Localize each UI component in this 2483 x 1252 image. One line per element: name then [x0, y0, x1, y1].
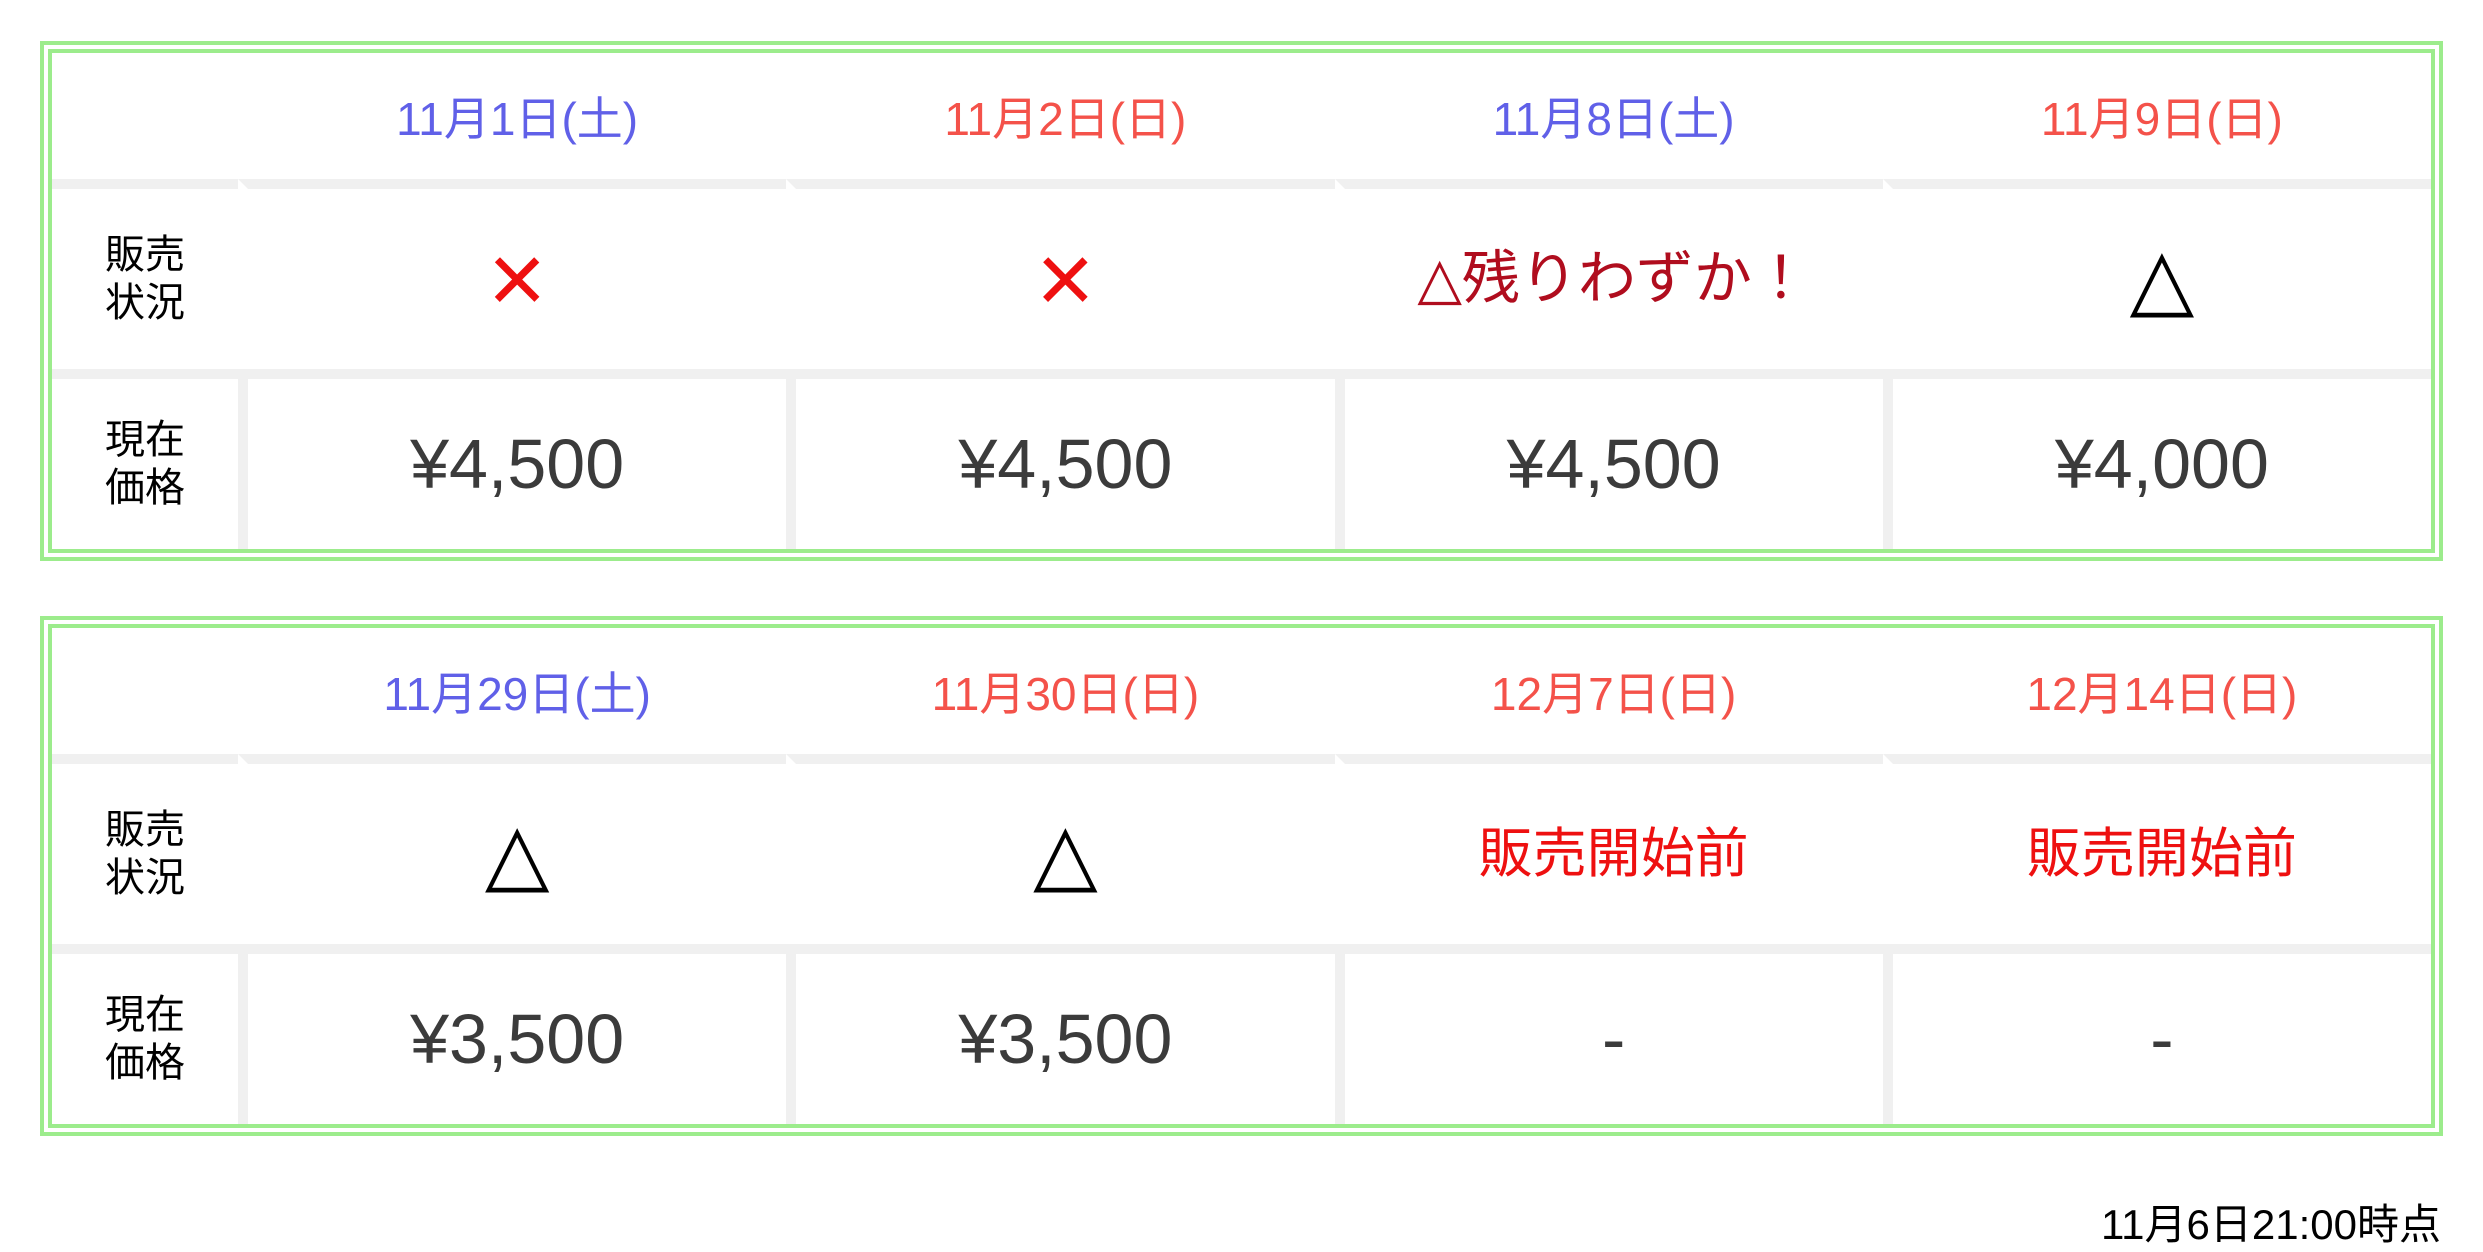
row-label-line: 現在	[105, 418, 185, 462]
row-label-line: 価格	[105, 1041, 185, 1085]
as-of-timestamp: 11月6日21:00時点	[2100, 1201, 2441, 1248]
date-header: 11月2日(日)	[786, 53, 1335, 179]
status-cell-pre-sale: 販売開始前	[1334, 754, 1883, 944]
row-label-price: 現在 価格	[52, 369, 238, 549]
status-cell-available: △	[786, 754, 1335, 944]
status-cell-available: △	[1882, 179, 2431, 369]
current-price-row: 現在 価格 ¥4,500 ¥4,500 ¥4,500 ¥4,000	[52, 369, 2431, 549]
row-label-status: 販売 状況	[52, 754, 238, 944]
price-cell: ¥3,500	[786, 944, 1335, 1124]
price-cell: -	[1882, 944, 2431, 1124]
sales-table-1: 11月1日(土) 11月2日(日) 11月8日(土) 11月9日(日) 販売 状…	[40, 41, 2443, 561]
row-label-line: 価格	[105, 466, 185, 510]
date-header: 12月7日(日)	[1334, 628, 1883, 754]
sales-table-2-grid: 11月29日(土) 11月30日(日) 12月7日(日) 12月14日(日) 販…	[52, 628, 2431, 1124]
row-label-line: 販売	[105, 808, 185, 852]
date-header: 12月14日(日)	[1882, 628, 2431, 754]
price-cell: ¥4,000	[1882, 369, 2431, 549]
ticket-sales-page: 11月1日(土) 11月2日(日) 11月8日(土) 11月9日(日) 販売 状…	[40, 41, 2443, 1252]
status-cell-pre-sale: 販売開始前	[1882, 754, 2431, 944]
date-header: 11月29日(土)	[238, 628, 787, 754]
price-cell: ¥4,500	[1334, 369, 1883, 549]
status-cell-sold-out: ×	[238, 179, 787, 369]
status-cell-few-left: △残りわずか！	[1334, 179, 1883, 369]
sales-status-row: 販売 状況 △ △ 販売開始前 販売開始前	[52, 754, 2431, 944]
price-cell: ¥4,500	[238, 369, 787, 549]
date-header: 11月30日(日)	[786, 628, 1335, 754]
current-price-row: 現在 価格 ¥3,500 ¥3,500 - -	[52, 944, 2431, 1124]
price-cell: -	[1334, 944, 1883, 1124]
date-header: 11月8日(土)	[1334, 53, 1883, 179]
row-label-status: 販売 状況	[52, 179, 238, 369]
row-label-line: 現在	[105, 993, 185, 1037]
date-header: 11月1日(土)	[238, 53, 787, 179]
sales-table-1-grid: 11月1日(土) 11月2日(日) 11月8日(土) 11月9日(日) 販売 状…	[52, 53, 2431, 549]
price-cell: ¥4,500	[786, 369, 1335, 549]
date-header: 11月9日(日)	[1882, 53, 2431, 179]
status-cell-sold-out: ×	[786, 179, 1335, 369]
row-label-price: 現在 価格	[52, 944, 238, 1124]
row-label-line: 状況	[105, 856, 185, 900]
status-cell-available: △	[238, 754, 787, 944]
row-label-line: 状況	[105, 281, 185, 325]
corner-cell	[52, 628, 238, 754]
sales-status-row: 販売 状況 × × △残りわずか！ △	[52, 179, 2431, 369]
corner-cell	[52, 53, 238, 179]
date-header-row: 11月1日(土) 11月2日(日) 11月8日(土) 11月9日(日)	[52, 53, 2431, 179]
sales-table-2: 11月29日(土) 11月30日(日) 12月7日(日) 12月14日(日) 販…	[40, 616, 2443, 1136]
row-label-line: 販売	[105, 233, 185, 277]
price-cell: ¥3,500	[238, 944, 787, 1124]
date-header-row: 11月29日(土) 11月30日(日) 12月7日(日) 12月14日(日)	[52, 628, 2431, 754]
